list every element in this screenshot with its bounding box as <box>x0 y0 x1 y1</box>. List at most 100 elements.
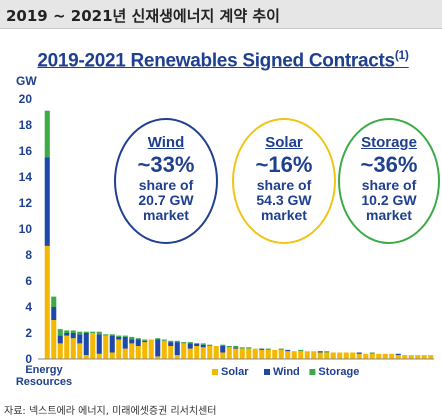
bar-segment-solar <box>272 349 278 359</box>
bar-segment-wind <box>174 342 180 356</box>
bar-segment-storage <box>265 348 271 350</box>
bar-segment-solar <box>408 355 414 359</box>
bar-segment-storage <box>220 344 226 346</box>
callout-solar-name: Solar <box>265 134 303 151</box>
bar-segment-solar <box>194 346 200 359</box>
y-tick-label: 20 <box>19 92 33 106</box>
bar-segment-wind <box>64 333 70 336</box>
bar-segment-storage <box>161 339 167 341</box>
bar-segment-wind <box>285 349 291 352</box>
bar-segment-solar <box>135 346 141 359</box>
bar-segment-solar <box>259 349 265 359</box>
bar-segment-solar <box>369 353 375 359</box>
bar-segment-wind <box>129 339 135 344</box>
bar-segment-solar <box>142 342 148 359</box>
callout-solar-share: ~16% <box>255 152 313 177</box>
bar-segment-storage <box>116 335 122 337</box>
bar-segment-storage <box>44 110 50 158</box>
callout-solar-line1: share of <box>256 177 312 193</box>
bar-segment-wind <box>83 333 89 356</box>
bar-segment-solar <box>285 351 291 359</box>
bar-segment-solar <box>57 343 63 359</box>
bar-segment-wind <box>77 334 83 344</box>
bar-segment-storage <box>96 331 102 335</box>
bar-chart: 0 2 4 6 8 10 12 14 16 18 20 Energy Resources Solar Wi… <box>16 92 434 388</box>
bar-segment-solar <box>187 348 193 359</box>
bar-segment-wind <box>57 335 63 344</box>
bar-segment-wind <box>142 340 148 343</box>
callout-storage-line2: 10.2 GW <box>361 192 417 208</box>
bar-segment-wind <box>116 336 122 340</box>
bar-segment-solar <box>96 353 102 359</box>
bar-segment-storage <box>181 342 187 344</box>
bar-segment-storage <box>174 340 180 343</box>
bar-segment-storage <box>324 351 330 353</box>
callout-storage-line1: share of <box>361 177 417 193</box>
bar-segment-storage <box>142 339 148 341</box>
bar-segment-solar <box>200 347 206 359</box>
y-tick-label: 8 <box>25 248 32 262</box>
bar-segment-solar <box>207 346 213 359</box>
callout-wind: Wind ~33% share of 20.7 GW market <box>114 118 218 244</box>
bar-segment-solar <box>265 349 271 359</box>
bar-segment-solar <box>83 355 89 359</box>
bar-segment-solar <box>421 355 427 359</box>
bar-segment-wind <box>51 307 57 320</box>
bar-segment-storage <box>135 338 141 340</box>
bar-segment-wind <box>70 333 76 339</box>
bar-segment-wind <box>395 353 401 356</box>
bar-segment-wind <box>200 344 206 348</box>
chart-title: 2019-2021 Renewables Signed Contracts(1) <box>8 48 438 72</box>
bar-segment-storage <box>187 342 193 344</box>
bar-segment-solar <box>376 353 382 359</box>
bar-segment-solar <box>246 348 252 359</box>
bar-segment-storage <box>51 296 57 307</box>
bar-segment-storage <box>64 330 70 333</box>
bar-segment-solar <box>356 353 362 359</box>
callout-wind-line3: market <box>143 207 189 223</box>
bar-segment-solar <box>363 353 369 359</box>
y-tick-label: 2 <box>25 326 32 340</box>
bar-segment-solar <box>148 339 154 359</box>
bar-segment-storage <box>246 347 252 349</box>
bar-segment-solar <box>213 346 219 359</box>
y-tick-label: 10 <box>19 222 33 236</box>
bar-segment-wind <box>233 347 239 349</box>
bar-segment-solar <box>239 348 245 359</box>
bar-segment-solar <box>220 352 226 359</box>
bar-segment-storage <box>103 334 109 336</box>
bar-segment-wind <box>155 339 161 357</box>
y-tick-label: 0 <box>25 352 32 366</box>
bar-segment-solar <box>155 356 161 359</box>
callout-solar-line2: 54.3 GW <box>256 192 312 208</box>
bar-segment-storage <box>122 335 128 337</box>
bar-segment-storage <box>226 346 232 348</box>
report-header-bar: 2019 ~ 2021년 신재생에너지 계약 추이 <box>0 0 442 29</box>
bar-segment-storage <box>129 336 135 340</box>
legend-swatch-solar <box>212 369 218 375</box>
legend-label-solar: Solar <box>221 366 249 378</box>
callout-solar-line3: market <box>261 207 307 223</box>
legend-label-wind: Wind <box>273 366 300 378</box>
bar-segment-wind <box>135 339 141 346</box>
y-tick-label: 18 <box>19 118 33 132</box>
bar-segment-solar <box>44 245 50 359</box>
bar-segment-solar <box>324 352 330 359</box>
callout-solar: Solar ~16% share of 54.3 GW market <box>232 118 336 244</box>
bar-segment-solar <box>226 347 232 359</box>
bar-segment-solar <box>51 320 57 359</box>
y-tick-label: 12 <box>19 196 33 210</box>
bar-segment-storage <box>233 346 239 348</box>
legend-swatch-storage <box>309 369 316 375</box>
bar-segment-storage <box>207 344 213 346</box>
callout-storage-share: ~36% <box>360 152 418 177</box>
bar-segment-wind <box>220 346 226 353</box>
bar-segment-solar <box>116 339 122 359</box>
report-header-title: 2019 ~ 2021년 신재생에너지 계약 추이 <box>6 7 280 25</box>
source-note: 자료: 넥스트에라 에너지, 미래에셋증권 리서치센터 <box>4 406 217 417</box>
callout-storage: Storage ~36% share of 10.2 GW market <box>338 118 440 244</box>
bar-segment-storage <box>200 343 206 345</box>
bar-segment-storage <box>298 349 304 352</box>
bar-segment-solar <box>181 343 187 359</box>
y-tick-label: 6 <box>25 274 32 288</box>
